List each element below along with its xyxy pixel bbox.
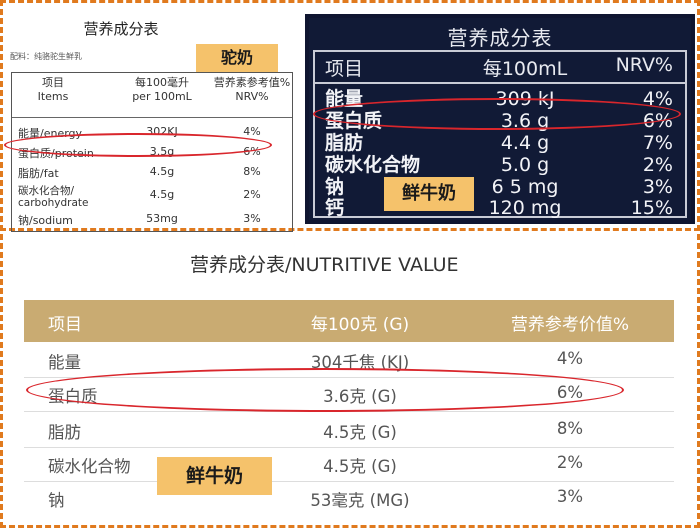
row-nrv: 8% [556, 419, 584, 438]
bottom-header-per100: 每100克 (G) [310, 315, 410, 335]
fresh-milk-tag-navy: 鲜牛奶 [384, 177, 474, 211]
row-item: 脂肪/fat [18, 167, 59, 180]
row-value: 5.0 g [500, 154, 550, 176]
camel-header-separator [12, 117, 292, 118]
table-row: 钠 6 5 mg 3% [315, 176, 685, 198]
row-item: 钠 [325, 176, 345, 198]
bottom-panel-title: 营养成分表/NUTRITIVE VALUE [190, 254, 459, 276]
navy-header-nrv: NRV% [615, 54, 673, 76]
navy-panel-title: 营养成分表 [447, 26, 553, 50]
table-row: 碳水化合物/ carbohydrate 4.5g 2% [12, 183, 292, 209]
row-nrv: 2% [642, 154, 673, 176]
row-item: 钙 [325, 197, 345, 219]
protein-highlight-oval [26, 368, 624, 412]
camel-milk-tag: 驼奶 [196, 44, 278, 72]
navy-nutrition-table: 项目 每100mL NRV% 能量 309 kJ 4% 蛋白质 3.6 g 6%… [313, 50, 687, 219]
fresh-milk-tag-bottom: 鲜牛奶 [157, 457, 272, 495]
camel-ingredients: 配料：纯骆驼生鲜乳 [10, 52, 82, 61]
row-nrv: 4% [556, 349, 584, 368]
row-value: 6 5 mg [491, 176, 559, 198]
bottom-header-nrv: 营养参考价值% [510, 315, 630, 335]
row-value: 4.4 g [500, 132, 550, 154]
row-nrv: 3% [642, 176, 673, 198]
table-row: 钠 53毫克 (MG) 3% [24, 480, 674, 516]
table-row: 钠/sodium 53mg 3% [12, 210, 292, 230]
row-nrv: 15% [630, 197, 673, 219]
camel-header-item: 项目 Items [37, 76, 69, 103]
camel-panel-title: 营养成分表 [83, 20, 159, 38]
bottom-table-header: 项目 每100克 (G) 营养参考价值% [24, 300, 674, 342]
row-value: 53毫克 (MG) [310, 491, 410, 510]
row-item: 脂肪 [48, 423, 81, 442]
row-nrv: 3% [556, 487, 584, 506]
row-item: 钠 [48, 491, 65, 510]
navy-header-item: 项目 [325, 58, 364, 80]
row-nrv: 8% [243, 165, 261, 178]
row-value: 4.5g [149, 188, 175, 201]
table-row: 钙 120 mg 15% [315, 197, 685, 219]
row-item: 碳水化合物 [48, 457, 131, 476]
dashed-divider [0, 228, 700, 231]
row-value: 4.5克 (G) [323, 457, 397, 476]
camel-header-nrv: 营养素参考值% NRV% [213, 76, 291, 103]
row-nrv: 4% [243, 125, 261, 138]
row-nrv: 2% [243, 188, 261, 201]
navy-header-separator [315, 82, 685, 84]
navy-header-per100: 每100mL [482, 58, 568, 80]
row-item: 脂肪 [325, 132, 364, 154]
protein-highlight-oval [4, 133, 272, 157]
row-value: 120 mg [488, 197, 562, 219]
row-nrv: 7% [642, 132, 673, 154]
row-nrv: 3% [243, 212, 261, 225]
row-item: 钠/sodium [18, 214, 73, 227]
table-row: 脂肪/fat 4.5g 8% [12, 163, 292, 183]
camel-milk-panel: 营养成分表 配料：纯骆驼生鲜乳 驼奶 项目 Items 每100毫升 per 1… [6, 6, 295, 232]
row-value: 4.5g [149, 165, 175, 178]
row-item: 碳水化合物 [325, 154, 421, 176]
protein-highlight-oval [313, 98, 681, 130]
row-value: 53mg [146, 212, 178, 225]
bottom-header-item: 项目 [48, 315, 82, 335]
camel-header-per100: 每100毫升 per 100mL [132, 76, 192, 103]
table-row: 脂肪 4.4 g 7% [315, 132, 685, 154]
row-item: 能量 [48, 353, 81, 372]
table-row: 脂肪 4.5克 (G) 8% [24, 412, 674, 448]
row-nrv: 2% [556, 453, 584, 472]
row-value: 4.5克 (G) [323, 423, 397, 442]
table-row: 碳水化合物 5.0 g 2% [315, 154, 685, 176]
row-item: 碳水化合物/ carbohydrate [18, 185, 89, 209]
table-row: 碳水化合物 4.5克 (G) 2% [24, 446, 674, 482]
